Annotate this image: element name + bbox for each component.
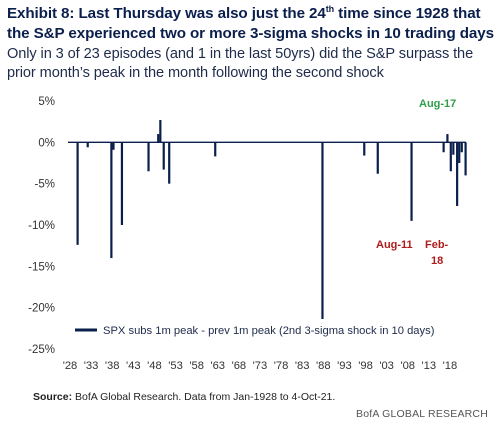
chart-subtitle: Only in 3 of 23 episodes (and 1 in the l… — [7, 46, 474, 81]
y-tick-label: -25% — [28, 344, 55, 356]
x-tick-label: '48 — [147, 360, 162, 372]
x-tick-label: '78 — [274, 360, 289, 372]
bar — [321, 142, 324, 321]
y-tick-label: -15% — [28, 261, 55, 273]
x-tick-label: '53 — [168, 360, 183, 372]
bar — [452, 142, 455, 155]
bar — [458, 142, 461, 163]
bar — [162, 142, 165, 170]
bar — [168, 142, 171, 184]
bar — [157, 134, 160, 143]
bar — [410, 142, 413, 221]
x-tick-label: '18 — [443, 360, 458, 372]
bar — [442, 142, 445, 153]
bar — [110, 142, 113, 259]
bar — [112, 142, 115, 150]
source-note: Source: BofA Global Research. Data from … — [33, 391, 336, 403]
x-tick-label: '88 — [316, 360, 331, 372]
x-tick-label: '13 — [422, 360, 437, 372]
x-tick-label: '73 — [253, 360, 268, 372]
bar — [86, 142, 89, 148]
x-tick-label: '38 — [105, 360, 120, 372]
bar — [76, 142, 79, 245]
bar — [456, 142, 459, 206]
bar — [464, 142, 467, 176]
x-tick-label: '63 — [210, 360, 225, 372]
bar — [214, 142, 217, 157]
y-tick-label: -10% — [28, 220, 55, 232]
x-tick-label: '03 — [379, 360, 394, 372]
bar — [120, 142, 124, 225]
x-tick-label: '83 — [295, 360, 310, 372]
annotation-feb-18-line1: Feb- — [425, 239, 449, 251]
annotation-aug-17: Aug-17 — [419, 98, 456, 110]
bar — [363, 142, 366, 156]
bar — [159, 120, 162, 143]
y-tick-label: 5% — [38, 96, 55, 108]
legend-background — [67, 319, 457, 341]
x-tick-label: '08 — [400, 360, 415, 372]
bar — [147, 142, 150, 172]
y-tick-label: 0% — [38, 137, 55, 149]
x-tick-label: '28 — [63, 360, 78, 372]
bar — [449, 142, 452, 172]
x-tick-label: '68 — [232, 360, 247, 372]
x-tick-label: '33 — [84, 360, 99, 372]
bar — [376, 142, 379, 174]
y-tick-label: -20% — [28, 303, 55, 315]
x-tick-label: '58 — [189, 360, 204, 372]
brand-label: BofA GLOBAL RESEARCH — [356, 408, 488, 420]
bar — [460, 142, 463, 153]
x-tick-label: '43 — [126, 360, 141, 372]
x-tick-label: '93 — [337, 360, 352, 372]
legend-label: SPX subs 1m peak - prev 1m peak (2nd 3-s… — [103, 325, 435, 337]
y-tick-label: -5% — [35, 179, 55, 191]
annotation-aug-11: Aug-11 — [376, 239, 413, 251]
legend: SPX subs 1m peak - prev 1m peak (2nd 3-s… — [67, 319, 457, 341]
bar — [446, 134, 449, 143]
annotation-feb-18-line2: 18 — [431, 255, 443, 267]
chart-title: Exhibit 8: Last Thursday was also just t… — [7, 3, 494, 42]
y-axis-ticks: 5% 0% -5% -10% -15% -20% -25% — [28, 96, 55, 356]
bars — [76, 120, 467, 321]
x-tick-label: '98 — [358, 360, 373, 372]
x-axis-ticks: '28 '33 '38 '43 '48 '53 '58 '63 '68 '73 '78 '83 '88 '… — [63, 360, 458, 372]
